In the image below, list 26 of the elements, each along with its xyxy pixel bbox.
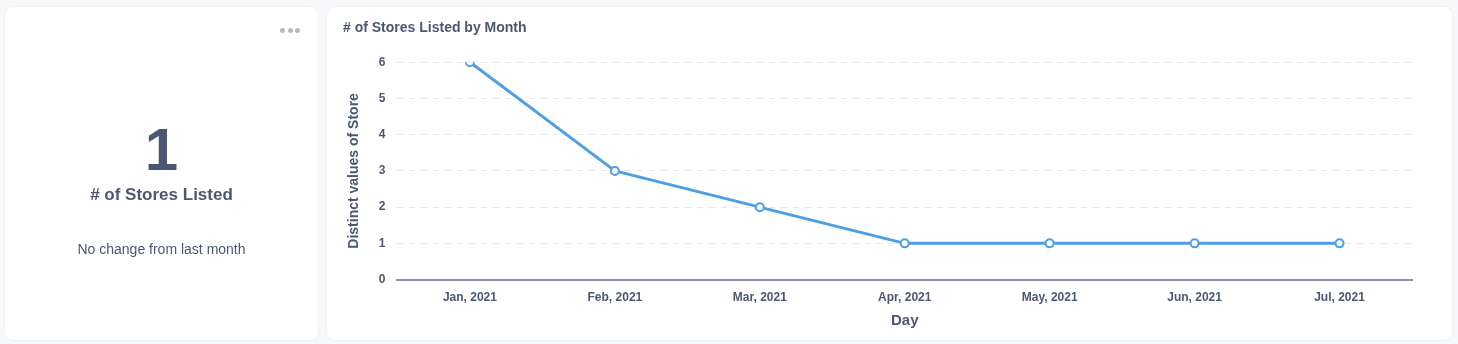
x-tick-label: May, 2021	[1021, 290, 1078, 305]
y-tick-label: 1	[378, 235, 386, 250]
point	[1044, 238, 1055, 249]
y-tick-label: 2	[378, 199, 386, 214]
y-tick-label: 3	[378, 163, 386, 178]
x-tick-label: Jan, 2021	[442, 290, 498, 305]
y-axis-title: Distinct values of Store	[345, 92, 362, 249]
text: No change from last month	[76, 241, 247, 257]
y-tick-label: 0	[378, 271, 386, 286]
point	[899, 238, 910, 249]
point	[1189, 238, 1200, 249]
y-tick-label: 5	[378, 90, 386, 105]
text: # of Stores Listed	[89, 185, 234, 205]
point	[754, 202, 765, 213]
x-axis-title: Day	[890, 311, 920, 329]
x-tick-label: Apr, 2021	[878, 290, 932, 305]
x-tick-label: Feb, 2021	[587, 290, 643, 305]
chart-title: # of Stores Listed by Month	[343, 19, 527, 35]
x-tick-label: Jun, 2021	[1167, 290, 1223, 305]
point	[609, 165, 620, 176]
x-tick-label: Jul, 2021	[1314, 290, 1366, 305]
text: 1	[143, 115, 180, 185]
x-tick-label: Mar, 2021	[732, 290, 788, 305]
y-tick-label: 4	[378, 126, 386, 141]
point	[1334, 238, 1345, 249]
y-tick-label: 6	[378, 54, 386, 69]
